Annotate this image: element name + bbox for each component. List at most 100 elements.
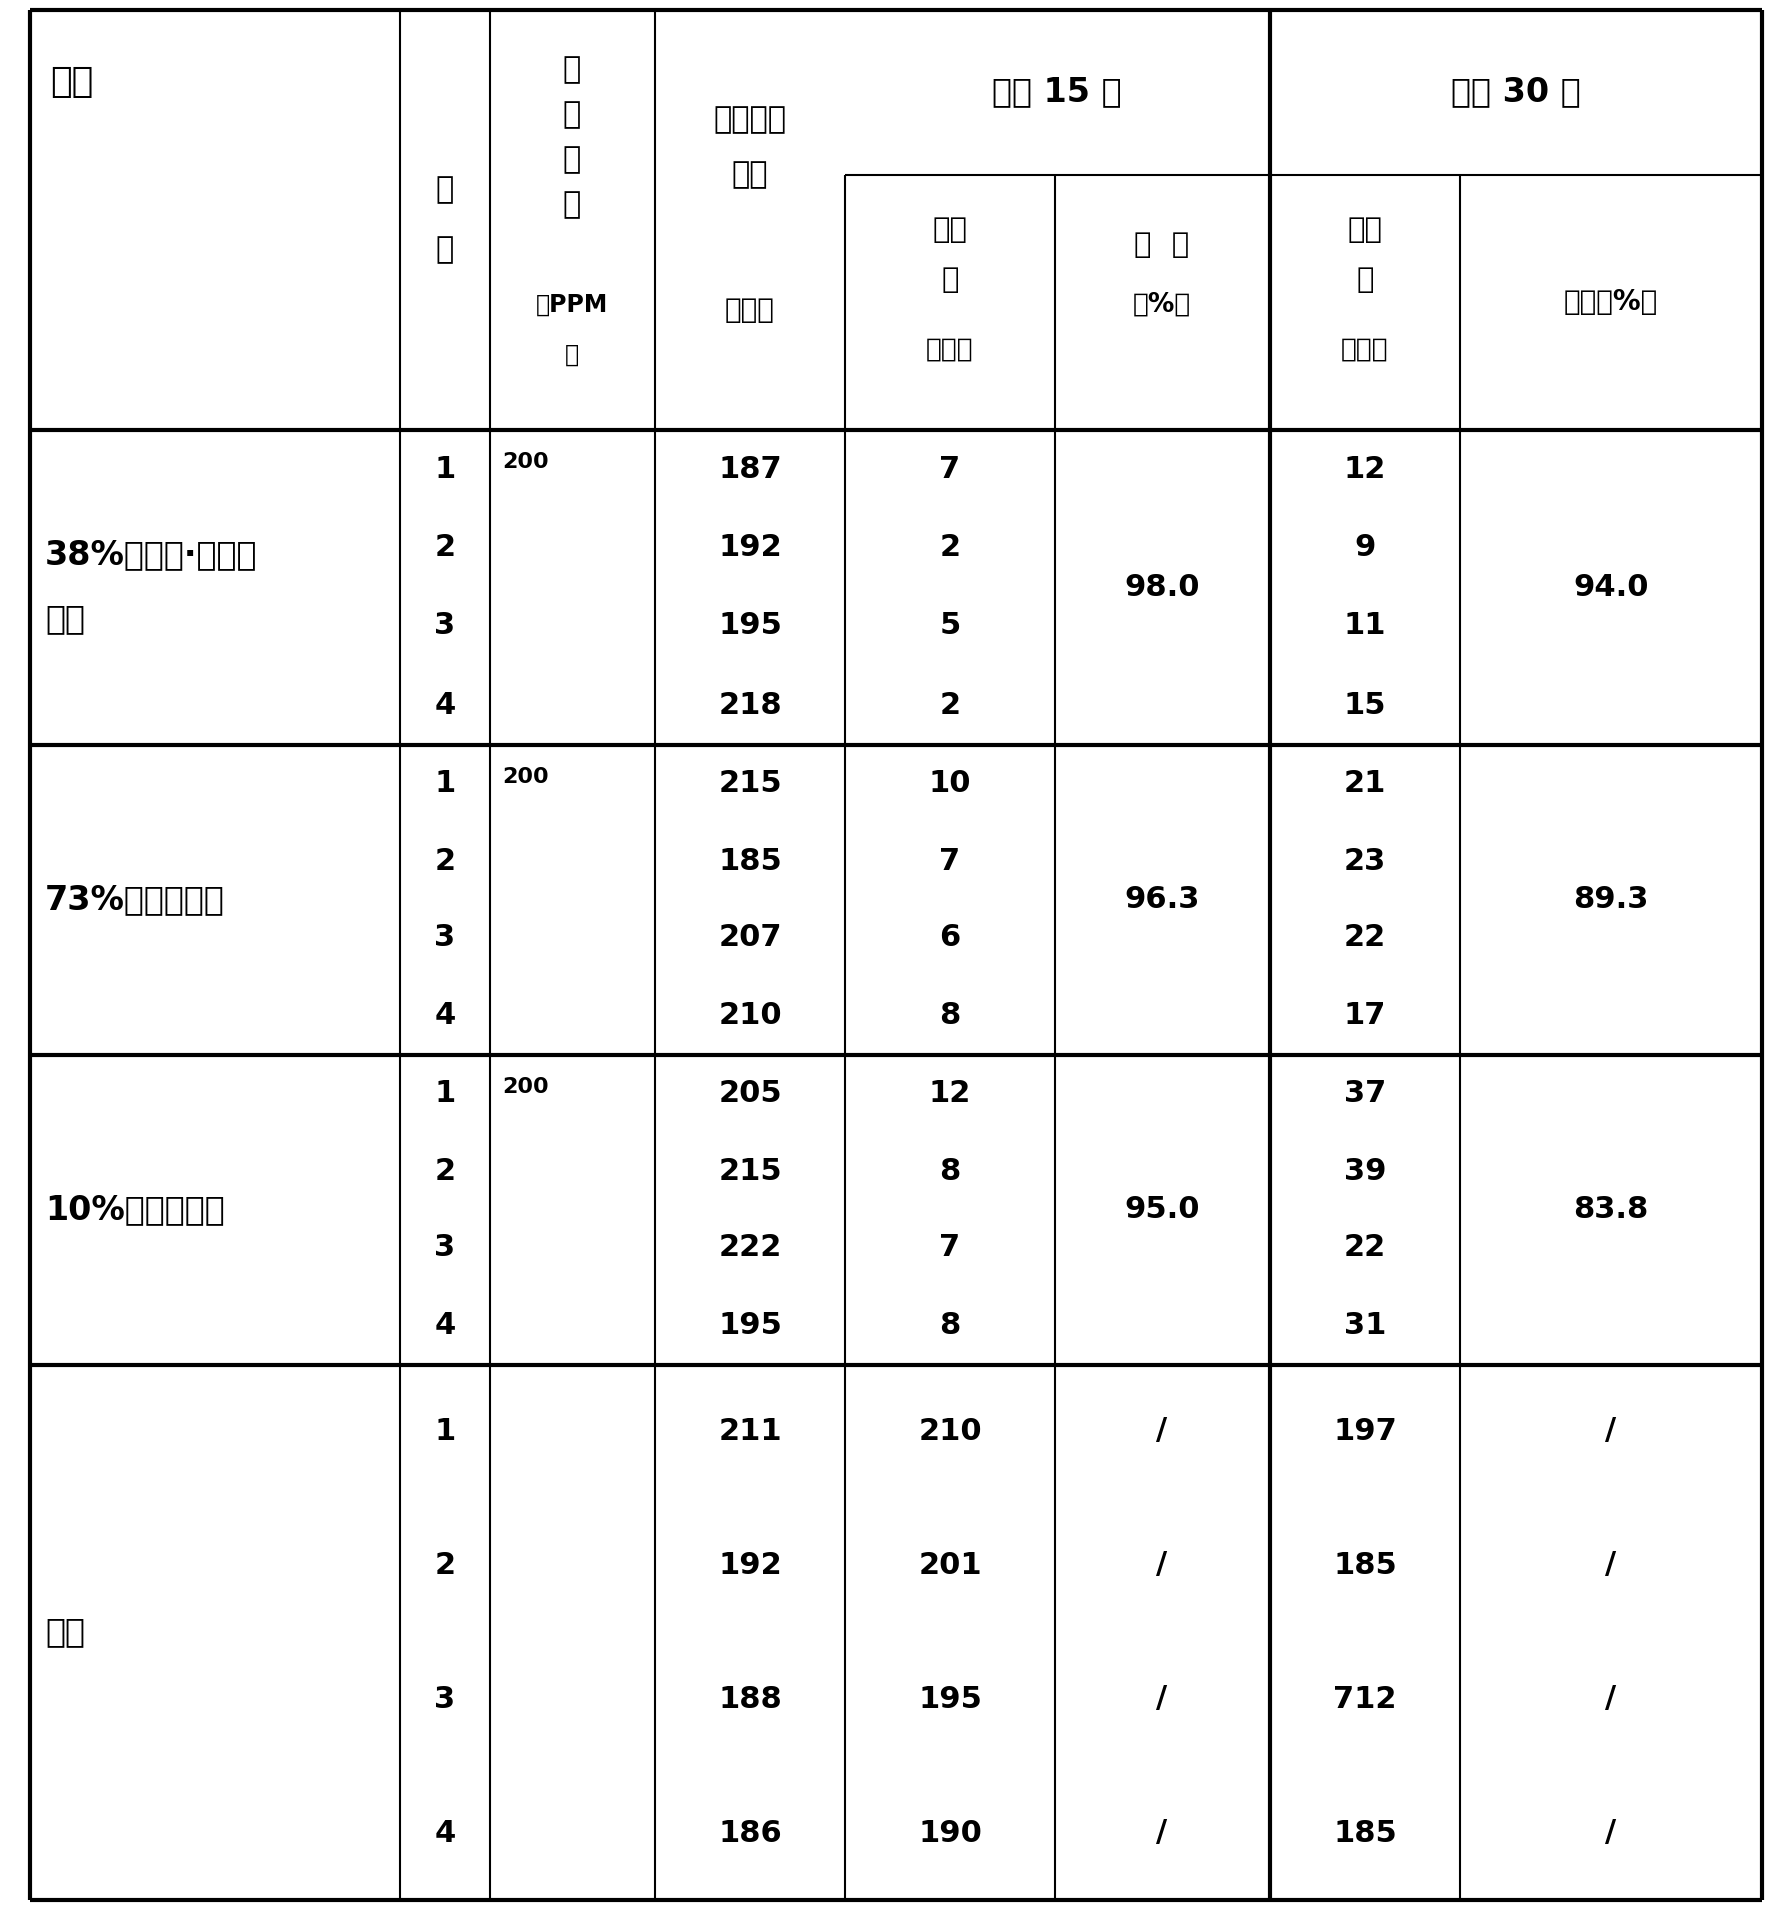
Text: 201: 201 bbox=[918, 1551, 982, 1580]
Text: 15: 15 bbox=[1344, 690, 1387, 719]
Text: （头）: （头） bbox=[726, 296, 774, 325]
Text: 3: 3 bbox=[434, 1684, 455, 1714]
Text: 复: 复 bbox=[435, 236, 453, 265]
Text: 218: 218 bbox=[719, 690, 781, 719]
Text: /: / bbox=[1606, 1417, 1616, 1445]
Text: /: / bbox=[1606, 1818, 1616, 1847]
Text: 3: 3 bbox=[434, 1234, 455, 1263]
Text: 23: 23 bbox=[1344, 846, 1387, 876]
Text: 7: 7 bbox=[939, 846, 961, 876]
Text: 数: 数 bbox=[1357, 265, 1374, 294]
Text: 39: 39 bbox=[1344, 1157, 1387, 1186]
Text: 用: 用 bbox=[563, 100, 581, 129]
Text: 防效（%）: 防效（%） bbox=[1564, 288, 1658, 315]
Text: 195: 195 bbox=[918, 1684, 982, 1714]
Text: 活虫: 活虫 bbox=[932, 215, 968, 244]
Text: 712: 712 bbox=[1333, 1684, 1396, 1714]
Text: 8: 8 bbox=[939, 1157, 961, 1186]
Text: 10%苯丁锡乳油: 10%苯丁锡乳油 bbox=[45, 1194, 224, 1226]
Text: 211: 211 bbox=[719, 1417, 781, 1445]
Text: 12: 12 bbox=[1344, 454, 1387, 484]
Text: 200: 200 bbox=[502, 1076, 548, 1097]
Text: /: / bbox=[1156, 1417, 1168, 1445]
Text: 215: 215 bbox=[719, 769, 781, 798]
Text: 2: 2 bbox=[434, 846, 455, 876]
Text: 清水: 清水 bbox=[45, 1616, 84, 1649]
Text: 96.3: 96.3 bbox=[1124, 886, 1199, 915]
Text: 207: 207 bbox=[719, 923, 781, 953]
Text: /: / bbox=[1156, 1551, 1168, 1580]
Text: 3: 3 bbox=[434, 611, 455, 640]
Text: 度: 度 bbox=[563, 190, 581, 219]
Text: ）: ） bbox=[564, 342, 579, 367]
Text: 药后 30 天: 药后 30 天 bbox=[1452, 75, 1581, 108]
Text: 22: 22 bbox=[1344, 923, 1387, 953]
Text: 5: 5 bbox=[939, 611, 961, 640]
Text: 1: 1 bbox=[434, 1078, 455, 1107]
Text: 22: 22 bbox=[1344, 1234, 1387, 1263]
Text: 95.0: 95.0 bbox=[1124, 1195, 1201, 1224]
Text: 200: 200 bbox=[502, 767, 548, 786]
Text: 10: 10 bbox=[928, 769, 971, 798]
Text: 乳油: 乳油 bbox=[45, 602, 84, 636]
Text: 195: 195 bbox=[719, 611, 781, 640]
Text: 4: 4 bbox=[434, 690, 455, 719]
Text: 6: 6 bbox=[939, 923, 961, 953]
Text: （%）: （%） bbox=[1133, 292, 1192, 317]
Text: 89.3: 89.3 bbox=[1573, 886, 1649, 915]
Text: 83.8: 83.8 bbox=[1573, 1195, 1649, 1224]
Text: 94.0: 94.0 bbox=[1573, 573, 1649, 602]
Text: 210: 210 bbox=[719, 1001, 781, 1030]
Text: /: / bbox=[1606, 1684, 1616, 1714]
Text: 21: 21 bbox=[1344, 769, 1387, 798]
Text: 3: 3 bbox=[434, 923, 455, 953]
Text: 基数: 基数 bbox=[731, 161, 769, 190]
Text: 浓: 浓 bbox=[563, 146, 581, 175]
Text: （PPM: （PPM bbox=[536, 292, 607, 317]
Text: 187: 187 bbox=[719, 454, 781, 484]
Text: 2: 2 bbox=[434, 1157, 455, 1186]
Text: /: / bbox=[1606, 1551, 1616, 1580]
Text: 186: 186 bbox=[719, 1818, 781, 1847]
Text: 190: 190 bbox=[918, 1818, 982, 1847]
Text: 4: 4 bbox=[434, 1818, 455, 1847]
Text: 192: 192 bbox=[719, 1551, 781, 1580]
Text: 数: 数 bbox=[941, 265, 959, 294]
Text: 11: 11 bbox=[1344, 611, 1387, 640]
Text: 1: 1 bbox=[434, 1417, 455, 1445]
Text: 2: 2 bbox=[434, 1551, 455, 1580]
Text: 4: 4 bbox=[434, 1311, 455, 1340]
Text: 222: 222 bbox=[719, 1234, 781, 1263]
Text: 185: 185 bbox=[1333, 1551, 1398, 1580]
Text: 7: 7 bbox=[939, 454, 961, 484]
Text: 7: 7 bbox=[939, 1234, 961, 1263]
Text: 重: 重 bbox=[435, 175, 453, 204]
Text: 使: 使 bbox=[563, 56, 581, 85]
Text: 12: 12 bbox=[928, 1078, 971, 1107]
Text: 31: 31 bbox=[1344, 1311, 1387, 1340]
Text: （头）: （头） bbox=[1340, 336, 1389, 363]
Text: 17: 17 bbox=[1344, 1001, 1387, 1030]
Text: 98.0: 98.0 bbox=[1124, 573, 1201, 602]
Text: 38%苯丁锡·块螨特: 38%苯丁锡·块螨特 bbox=[45, 538, 258, 571]
Text: 8: 8 bbox=[939, 1311, 961, 1340]
Text: /: / bbox=[1156, 1818, 1168, 1847]
Text: 防  效: 防 效 bbox=[1134, 231, 1190, 259]
Text: 215: 215 bbox=[719, 1157, 781, 1186]
Text: 2: 2 bbox=[939, 690, 961, 719]
Text: 2: 2 bbox=[434, 534, 455, 563]
Text: 9: 9 bbox=[1355, 534, 1376, 563]
Text: 药后 15 天: 药后 15 天 bbox=[993, 75, 1122, 108]
Text: 37: 37 bbox=[1344, 1078, 1387, 1107]
Text: （头）: （头） bbox=[926, 336, 973, 363]
Text: 4: 4 bbox=[434, 1001, 455, 1030]
Text: 1: 1 bbox=[434, 769, 455, 798]
Text: 73%块螨特乳油: 73%块螨特乳油 bbox=[45, 884, 224, 917]
Text: 195: 195 bbox=[719, 1311, 781, 1340]
Text: /: / bbox=[1156, 1684, 1168, 1714]
Text: 188: 188 bbox=[719, 1684, 781, 1714]
Text: 1: 1 bbox=[434, 454, 455, 484]
Text: 205: 205 bbox=[719, 1078, 781, 1107]
Text: 活虫: 活虫 bbox=[1348, 215, 1382, 244]
Text: 200: 200 bbox=[502, 452, 548, 473]
